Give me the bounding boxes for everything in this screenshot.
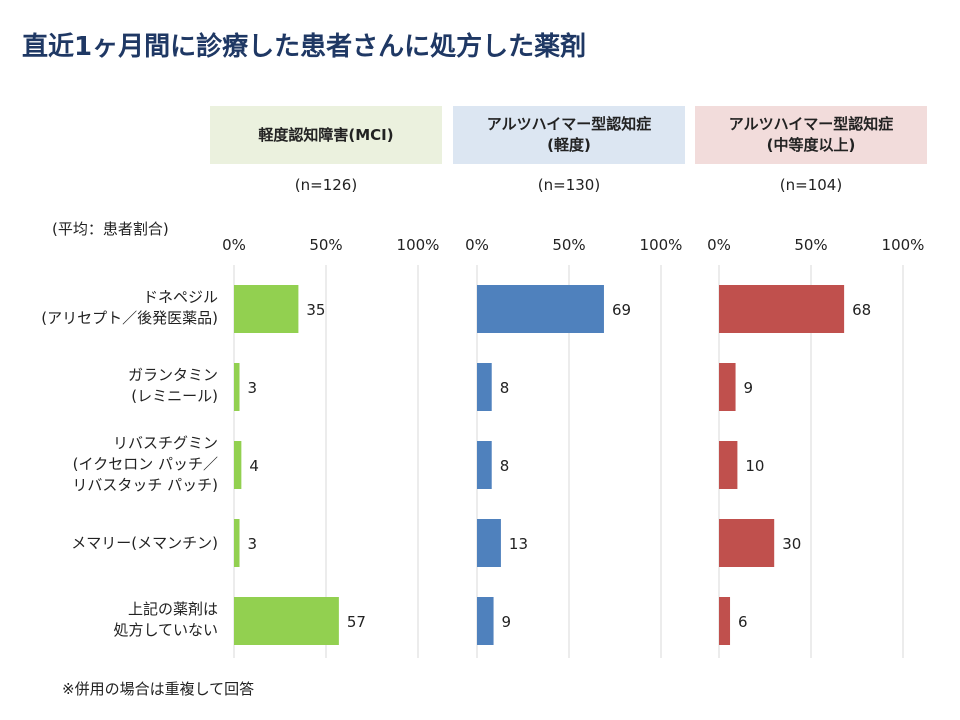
data-label: 8 (500, 457, 510, 475)
bar (234, 441, 242, 489)
category-label-rivastigmine: リバスチグミン (イクセロン パッチ／ リバスタッチ パッチ) (18, 433, 218, 496)
bar (477, 285, 604, 333)
group-header-line1: アルツハイマー型認知症 (486, 115, 652, 133)
x-tick-label: 50% (552, 236, 585, 254)
category-label-donepezil: ドネペジル (アリセプト／後発医薬品) (18, 287, 218, 329)
bar (477, 441, 492, 489)
n-label-mild: (n=130) (537, 176, 601, 194)
x-tick-label: 50% (309, 236, 342, 254)
bar (234, 519, 240, 567)
page-title: 直近1ヶ月間に診療した患者さんに処方した薬剤 (22, 32, 587, 62)
data-label: 10 (745, 457, 764, 475)
n-label-mci: (n=126) (294, 176, 358, 194)
data-label: 8 (500, 379, 510, 397)
category-label-line: 処方していない (113, 621, 218, 639)
data-label: 4 (249, 457, 259, 475)
group-header-moderate: アルツハイマー型認知症 (中等度以上) (695, 106, 927, 164)
category-label-line: (アリセプト／後発医薬品) (41, 309, 218, 327)
bar (719, 441, 738, 489)
group-header-mci: 軽度認知障害(MCI) (210, 106, 442, 164)
bar (477, 363, 492, 411)
data-label: 3 (248, 379, 258, 397)
data-label: 9 (744, 379, 754, 397)
bar (477, 597, 494, 645)
bar (719, 597, 731, 645)
data-label: 35 (306, 301, 325, 319)
category-label-line: (イクセロン パッチ／ (72, 455, 218, 473)
category-label-line: リバスチグミン (112, 434, 218, 452)
data-label: 68 (852, 301, 871, 319)
group-header-line2: (中等度以上) (766, 136, 856, 154)
n-label-moderate: (n=104) (779, 176, 843, 194)
footnote: ※併用の場合は重複して回答 (62, 680, 255, 698)
data-label: 69 (612, 301, 631, 319)
x-tick-label: 0% (222, 236, 246, 254)
x-tick-label: 100% (397, 236, 440, 254)
category-label-memary: メマリー(メマンチン) (18, 533, 218, 554)
category-label-line: ドネペジル (142, 288, 218, 306)
category-label-line: メマリー(メマンチン) (71, 534, 218, 552)
group-header-line1: アルツハイマー型認知症 (728, 115, 894, 133)
category-label-line: ガランタミン (127, 366, 218, 384)
data-label: 6 (738, 613, 748, 631)
average-label: (平均：患者割合) (52, 220, 169, 238)
group-header-line1: 軽度認知障害(MCI) (258, 125, 394, 144)
x-tick-label: 0% (707, 236, 731, 254)
category-label-none: 上記の薬剤は 処方していない (18, 599, 218, 641)
x-tick-label: 100% (882, 236, 925, 254)
x-tick-label: 50% (794, 236, 827, 254)
x-tick-label: 0% (465, 236, 489, 254)
category-label-line: 上記の薬剤は (127, 600, 218, 618)
data-label: 3 (248, 535, 258, 553)
bar (234, 363, 240, 411)
bar (234, 285, 299, 333)
x-tick-label: 100% (640, 236, 683, 254)
group-header-line2: (軽度) (547, 136, 591, 154)
group-header-mild: アルツハイマー型認知症 (軽度) (453, 106, 685, 164)
bar (234, 597, 339, 645)
category-label-line: リバスタッチ パッチ) (72, 476, 218, 494)
bar (477, 519, 501, 567)
category-label-galantamine: ガランタミン (レミニール) (18, 365, 218, 407)
bar (719, 519, 775, 567)
bar (719, 363, 736, 411)
data-label: 9 (502, 613, 512, 631)
category-label-line: (レミニール) (131, 387, 218, 405)
data-label: 57 (347, 613, 366, 631)
data-label: 30 (782, 535, 801, 553)
bar (719, 285, 845, 333)
data-label: 13 (509, 535, 528, 553)
